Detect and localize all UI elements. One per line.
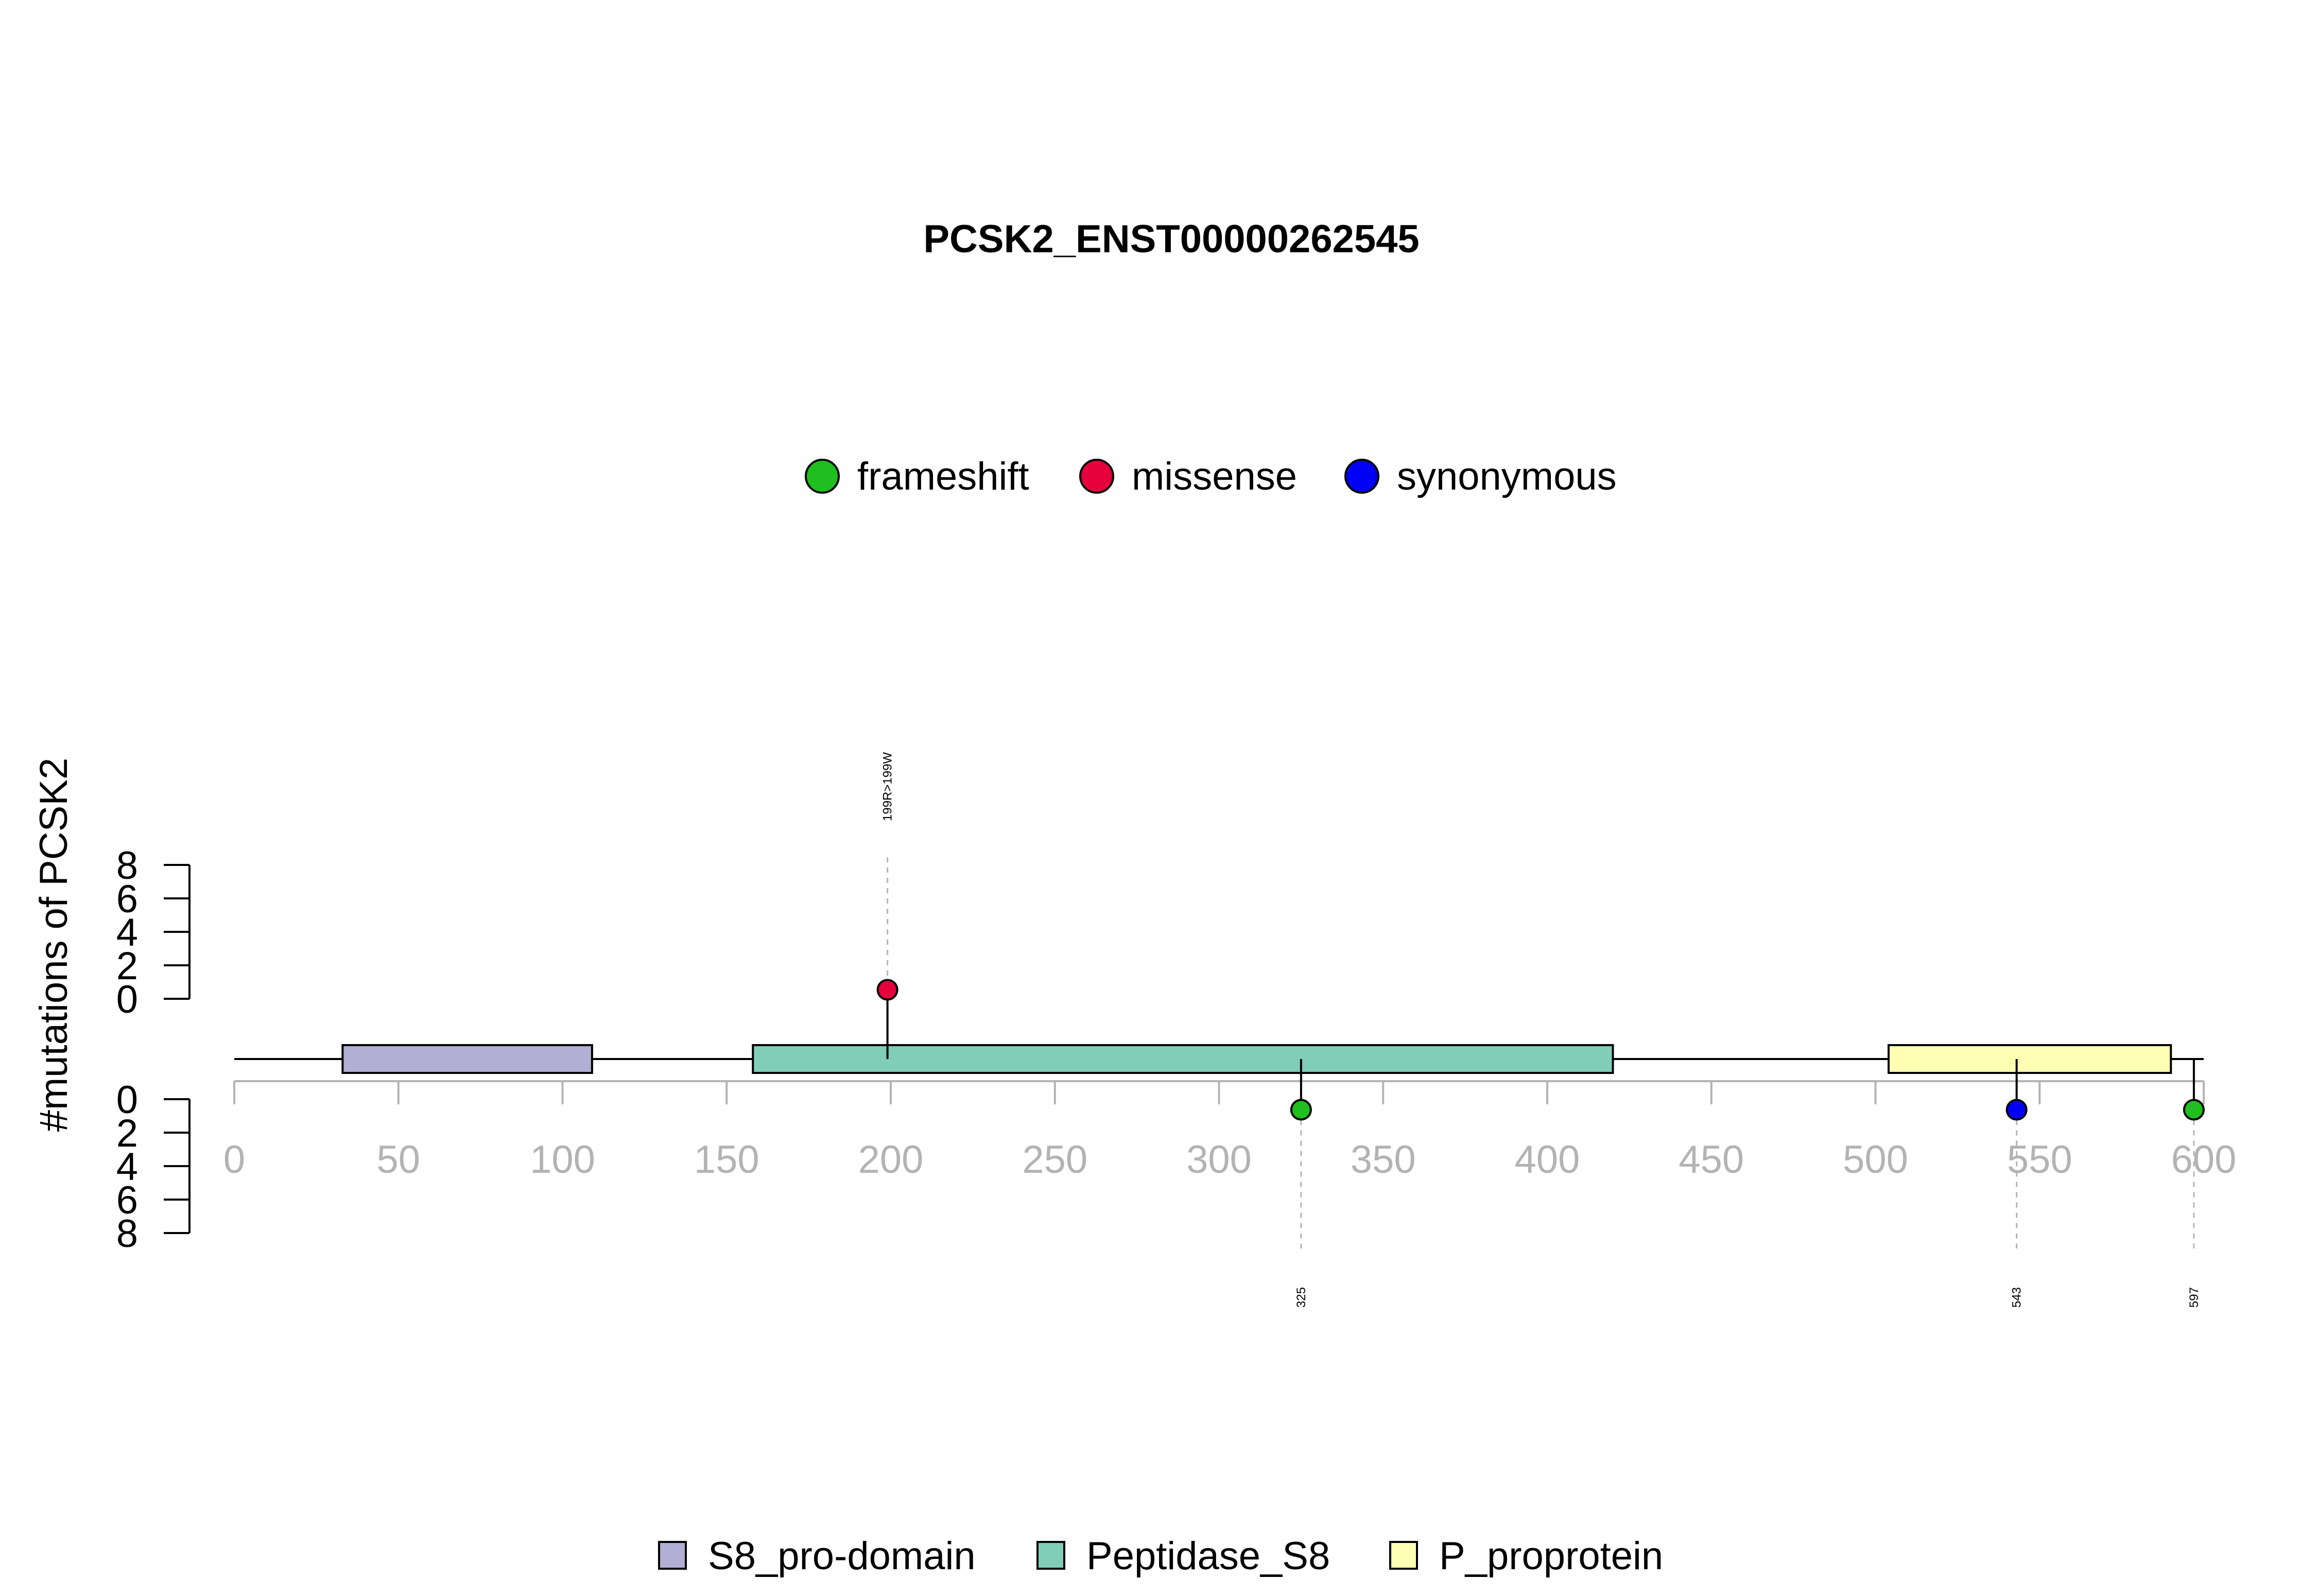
- domain-Peptidase_S8: [752, 1044, 1614, 1074]
- legend-marker-frameshift: [805, 459, 840, 494]
- legend-marker-synonymous: [1344, 459, 1379, 494]
- y-top-tick-label-0: 0: [116, 978, 138, 1021]
- legend-label-synonymous: synonymous: [1397, 455, 1617, 498]
- x-tick-label-500: 500: [1843, 1138, 1908, 1182]
- x-tick-label-250: 250: [1022, 1138, 1087, 1182]
- chart-title: PCSK2_ENST00000262545: [923, 217, 1419, 261]
- x-tick-label-100: 100: [530, 1138, 595, 1182]
- domain-legend: S8_pro-domain Peptidase_S8 P_proprotein: [658, 1534, 1663, 1578]
- mutation-label-597: 597: [2187, 1287, 2201, 1308]
- legend-box-Peptidase_S8: [1036, 1541, 1065, 1570]
- domain-S8_pro-domain: [341, 1044, 593, 1074]
- x-tick-label-150: 150: [694, 1138, 759, 1182]
- legend-label-S8_pro-domain: S8_pro-domain: [708, 1534, 976, 1578]
- y-axis-label: #mutations of PCSK2: [32, 758, 76, 1132]
- mutation-point-325: [1290, 1099, 1312, 1121]
- mutation-point-543: [2005, 1099, 2028, 1121]
- x-tick-label-450: 450: [1679, 1138, 1744, 1182]
- mutation-label-325: 325: [1294, 1287, 1308, 1308]
- domain-P_proprotein: [1888, 1044, 2172, 1074]
- domain-boxes: [341, 1044, 2172, 1074]
- y-bottom-tick-label-0: 0: [116, 1078, 138, 1122]
- legend-box-P_proprotein: [1389, 1541, 1418, 1570]
- legend-label-frameshift: frameshift: [857, 455, 1029, 498]
- mutation-label-543: 543: [2010, 1287, 2024, 1308]
- mutation-543: 543: [2005, 1059, 2028, 1308]
- y-bottom-tick-label-2: 2: [116, 1112, 138, 1155]
- y-top-tick-label-6: 6: [116, 877, 138, 921]
- mutation-597: 597: [2183, 1059, 2205, 1308]
- x-tick-label-0: 0: [223, 1138, 245, 1182]
- mutation-label-199: 199R>199W: [881, 752, 895, 821]
- mutation-point-199: [876, 979, 898, 1001]
- x-tick-label-200: 200: [858, 1138, 924, 1182]
- y-bottom-tick-label-8: 8: [116, 1212, 138, 1256]
- legend-label-missense: missense: [1132, 455, 1297, 498]
- legend-label-Peptidase_S8: Peptidase_S8: [1086, 1534, 1330, 1578]
- mutation-legend: frameshift missense synonymous: [805, 455, 1617, 498]
- x-tick-label-550: 550: [2007, 1138, 2072, 1182]
- x-tick-label-300: 300: [1186, 1138, 1252, 1182]
- y-bottom-tick-label-4: 4: [116, 1145, 138, 1189]
- x-axis: 0 50 100 150 200 250 300 350 400 450 500 550 600: [223, 1080, 2237, 1182]
- legend-box-S8_pro-domain: [658, 1541, 687, 1570]
- x-tick-label-350: 350: [1351, 1138, 1416, 1182]
- mutation-lollipops: 199R>199W 325 543 597: [876, 752, 2205, 1308]
- mutation-325: 325: [1290, 1059, 1312, 1308]
- mutation-point-597: [2183, 1099, 2205, 1121]
- x-tick-label-400: 400: [1515, 1138, 1580, 1182]
- x-tick-label-50: 50: [376, 1138, 420, 1182]
- mutation-199: 199R>199W: [876, 752, 898, 1059]
- legend-label-P_proprotein: P_proprotein: [1439, 1534, 1663, 1578]
- y-top-tick-label-8: 8: [116, 844, 138, 888]
- legend-marker-missense: [1079, 459, 1114, 494]
- y-bottom-tick-label-6: 6: [116, 1178, 138, 1222]
- y-top-tick-label-2: 2: [116, 944, 138, 988]
- x-tick-label-600: 600: [2171, 1138, 2237, 1182]
- y-top-tick-label-4: 4: [116, 911, 138, 955]
